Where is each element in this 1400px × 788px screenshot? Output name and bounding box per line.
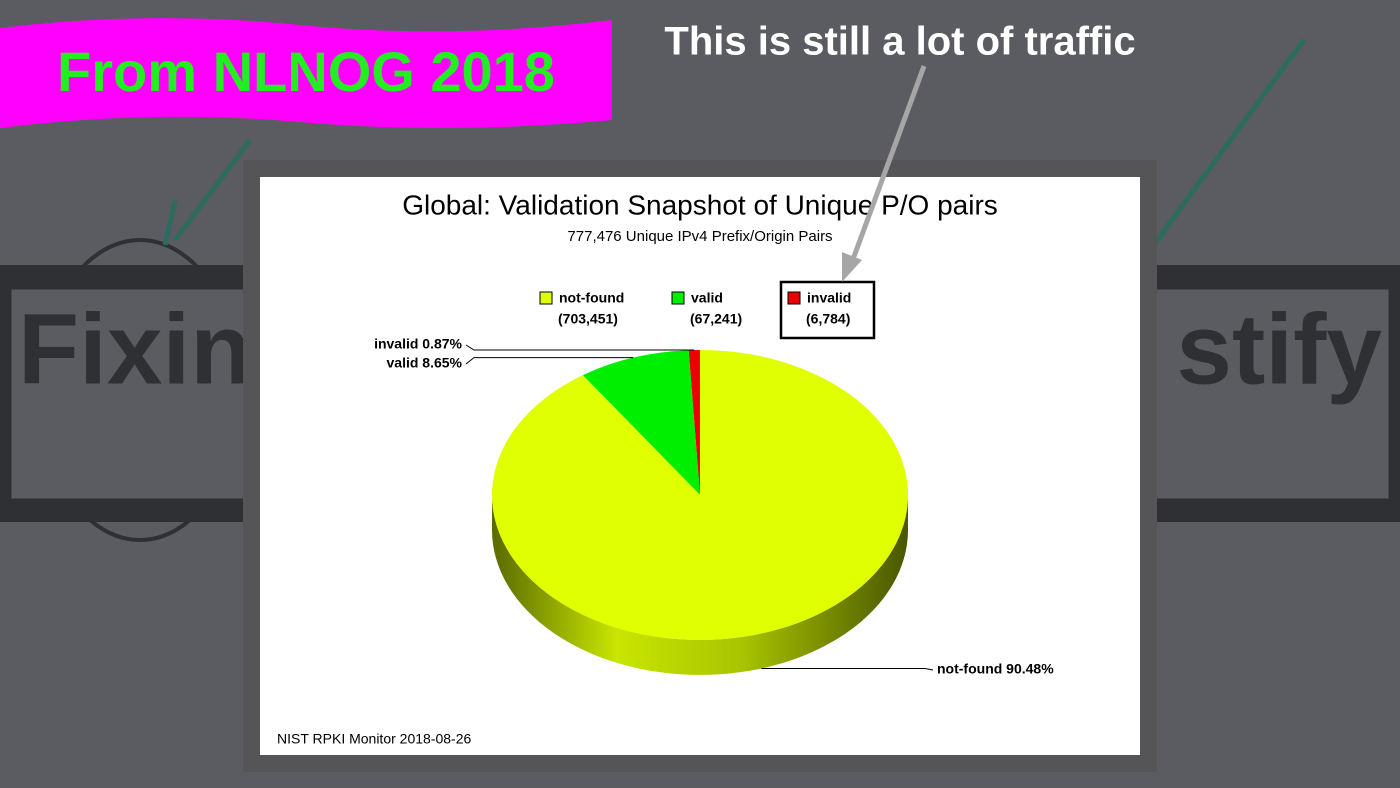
leader-line <box>465 357 634 365</box>
background-text: Fixin <box>18 293 251 405</box>
legend-value: (67,241) <box>690 311 742 327</box>
pie-slice <box>582 350 700 495</box>
pie-slice <box>688 350 700 495</box>
chart-footer: NIST RPKI Monitor 2018-08-26 <box>277 731 471 747</box>
pie-side <box>492 495 908 675</box>
slice-label: valid 8.65% <box>387 355 463 371</box>
chart-title: Global: Validation Snapshot of Unique P/… <box>402 189 998 220</box>
callout-text: This is still a lot of traffic <box>664 20 1135 64</box>
callout-arrowhead <box>842 252 862 282</box>
decor-check <box>1147 38 1307 252</box>
legend-label: invalid <box>807 290 851 306</box>
banner-text: From NLNOG 2018 <box>57 40 555 103</box>
slice-label: invalid 0.87% <box>374 336 462 352</box>
pie-chart: not-found 90.48% valid 8.65% invalid 0.87%… <box>374 290 1054 677</box>
legend-swatch <box>539 291 553 305</box>
legend-swatch <box>787 291 801 305</box>
leader-line <box>761 668 934 671</box>
highlight-box <box>779 280 876 340</box>
legend-label: valid <box>691 290 723 306</box>
banner <box>0 18 612 129</box>
legend-swatch <box>671 291 685 305</box>
callout-arrow <box>849 65 927 263</box>
leader-line <box>465 344 695 351</box>
decor-check <box>162 138 252 246</box>
legend-value: (703,451) <box>558 311 618 327</box>
pie-slice <box>492 350 908 640</box>
legend-label: not-found <box>559 290 624 306</box>
legend-value: (6,784) <box>806 311 850 327</box>
background-text: stify <box>1176 293 1382 405</box>
chart-subtitle: 777,476 Unique IPv4 Prefix/Origin Pairs <box>567 228 832 245</box>
slice-label: not-found 90.48% <box>937 661 1054 677</box>
